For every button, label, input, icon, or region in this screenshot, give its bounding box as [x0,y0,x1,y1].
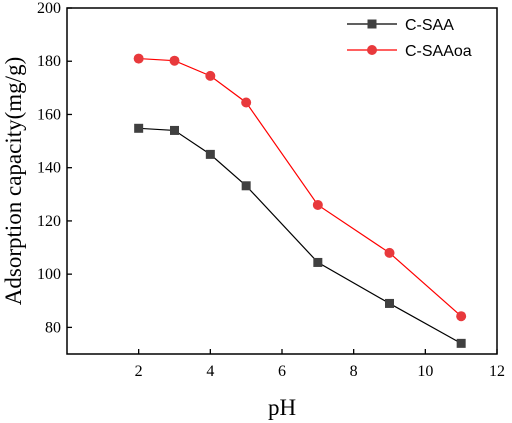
legend-label-c-saa: C-SAA [405,17,454,34]
data-point-c-saa [241,181,251,191]
y-tick-label: 80 [45,319,61,336]
data-point-c-saaoa [169,55,180,66]
y-axis-title: Adsorption capacity(mg/g) [1,57,26,305]
data-point-c-saaoa [133,53,144,64]
series-line-c-saa [138,127,462,344]
legend: C-SAA C-SAAoa [347,17,472,60]
data-point-c-saaoa [312,199,323,210]
x-tick-label: 2 [135,363,143,380]
data-point-c-saaoa [205,70,216,81]
series-line-c-saaoa [138,57,462,317]
x-tick-label: 12 [489,363,505,380]
x-tick-label: 10 [417,363,433,380]
data-point-c-saaoa [384,247,395,258]
data-point-c-saaoa [456,311,467,322]
x-tick-label: 4 [206,363,214,380]
x-axis-title: pH [268,395,296,420]
data-point-c-saa [170,125,179,135]
data-point-c-saaoa [241,97,252,108]
x-tick-label: 8 [350,363,358,380]
y-tick-label: 160 [37,106,61,123]
series-layer [133,53,467,348]
y-tick-label: 120 [37,213,61,230]
x-tick-label: 6 [278,363,286,380]
data-point-c-saa [456,338,466,348]
legend-marker-c-saaoa [367,45,377,55]
data-point-c-saa [205,149,215,159]
data-point-c-saa [134,123,144,133]
ticks-layer: 2 4 6 8 10 12 80 100 120 140 160 180 200 [37,0,505,380]
data-point-c-saa [313,257,323,267]
y-tick-label: 180 [37,53,61,70]
legend-marker-c-saa [367,19,377,29]
data-point-c-saa [385,298,394,308]
y-tick-label: 200 [37,0,61,17]
legend-label-c-saaoa: C-SAAoa [405,43,472,60]
y-tick-label: 100 [37,266,61,283]
y-tick-label: 140 [37,160,61,177]
